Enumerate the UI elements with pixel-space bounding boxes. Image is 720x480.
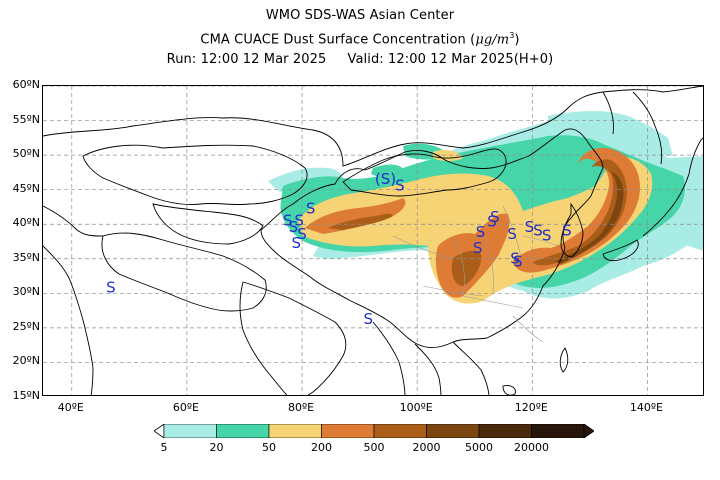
dust-station-marker: S — [490, 208, 500, 226]
product-title: CMA CUACE Dust Surface Concentration (μg… — [0, 26, 720, 50]
dust-station-marker: S — [562, 222, 572, 240]
dust-station-marker: S — [525, 218, 535, 236]
dust-station-marker: S — [473, 239, 483, 257]
legend-swatch — [478, 424, 532, 438]
dust-station-marker: S — [283, 211, 293, 229]
product-suffix: ) — [514, 32, 520, 48]
dust-station-marker: S — [289, 218, 299, 236]
legend-swatch — [321, 424, 375, 438]
latitude-label: 15ºN — [12, 389, 40, 402]
map-frame[interactable]: S S S S S S S (S) S S S S S S S S S S S S S — [42, 85, 704, 396]
time-line: Run: 12:00 12 Mar 2025 Valid: 12:00 12 M… — [0, 50, 720, 70]
latitude-label: 40ºN — [12, 216, 40, 230]
dust-station-marker: S — [507, 225, 517, 243]
run-time: Run: 12:00 12 Mar 2025 — [166, 52, 327, 68]
dust-station-marker: S — [294, 211, 304, 229]
longitude-label: 80ºE — [287, 401, 315, 414]
dust-station-marker: S — [510, 249, 520, 267]
longitude-label: 40ºE — [57, 401, 84, 414]
latitude-label: 30ºN — [12, 285, 40, 299]
dust-station-marker: S — [476, 223, 486, 241]
legend-label: 5000 — [465, 441, 493, 454]
legend-label: 20 — [209, 441, 224, 454]
province-borders — [392, 205, 560, 343]
dust-station-marker: S — [513, 253, 523, 271]
color-legend — [154, 424, 594, 438]
latitude-label: 35ºN — [12, 250, 40, 264]
dust-station-marker: S — [306, 200, 316, 218]
product-prefix: CMA CUACE Dust Surface Concentration ( — [200, 32, 476, 48]
center-title: WMO SDS-WAS Asian Center — [265, 8, 455, 23]
dust-station-marker: S — [533, 222, 543, 240]
legend-label: 500 — [363, 441, 385, 454]
latitude-label: 25ºN — [12, 319, 40, 333]
latitude-label: 60ºN — [12, 78, 40, 91]
dust-station-marker: S — [395, 177, 405, 195]
product-unit-superscript: 3 — [509, 31, 515, 40]
legend-label: 20000 — [514, 441, 549, 454]
legend-swatch — [268, 424, 322, 438]
dust-station-marker: S — [487, 213, 497, 231]
latitude-label: 45ºN — [12, 181, 40, 195]
latitude-label: 20ºN — [12, 354, 40, 368]
title-block: WMO SDS-WAS Asian Center CMA CUACE Dust … — [0, 6, 720, 70]
country-borders — [43, 86, 703, 395]
legend-swatch — [531, 424, 585, 438]
legend-label: 50 — [262, 441, 276, 454]
dust-station-marker: S — [363, 310, 373, 328]
dust-station-marker: S — [297, 225, 307, 243]
legend-min-arrow — [154, 424, 165, 438]
dust-station-marker: S — [106, 278, 116, 296]
dust-station-marker: S — [542, 226, 552, 244]
dust-station-marker: (S) — [375, 170, 396, 188]
legend-label: 5 — [160, 441, 168, 454]
legend-swatch — [216, 424, 270, 438]
legend-label: 2000 — [412, 441, 441, 454]
dust-station-marker: S — [292, 234, 302, 252]
product-unit: μg/m — [475, 32, 510, 48]
legend-max-arrow — [583, 424, 594, 438]
valid-time: Valid: 12:00 12 Mar 2025(H+0) — [347, 52, 554, 68]
legend-label: 200 — [311, 441, 332, 454]
legend-swatch — [426, 424, 480, 438]
legend-swatch — [163, 424, 217, 438]
longitude-label: 140ºE — [629, 401, 663, 414]
latitude-label: 50ºN — [12, 147, 40, 161]
legend-swatch — [373, 424, 427, 438]
legend-bar — [154, 424, 594, 438]
longitude-label: 100ºE — [399, 401, 433, 414]
latitude-label: 55ºN — [12, 112, 40, 126]
longitude-label: 120ºE — [514, 401, 548, 414]
graticule — [43, 86, 703, 395]
longitude-label: 60ºE — [172, 401, 199, 414]
dust-shading — [268, 111, 703, 304]
